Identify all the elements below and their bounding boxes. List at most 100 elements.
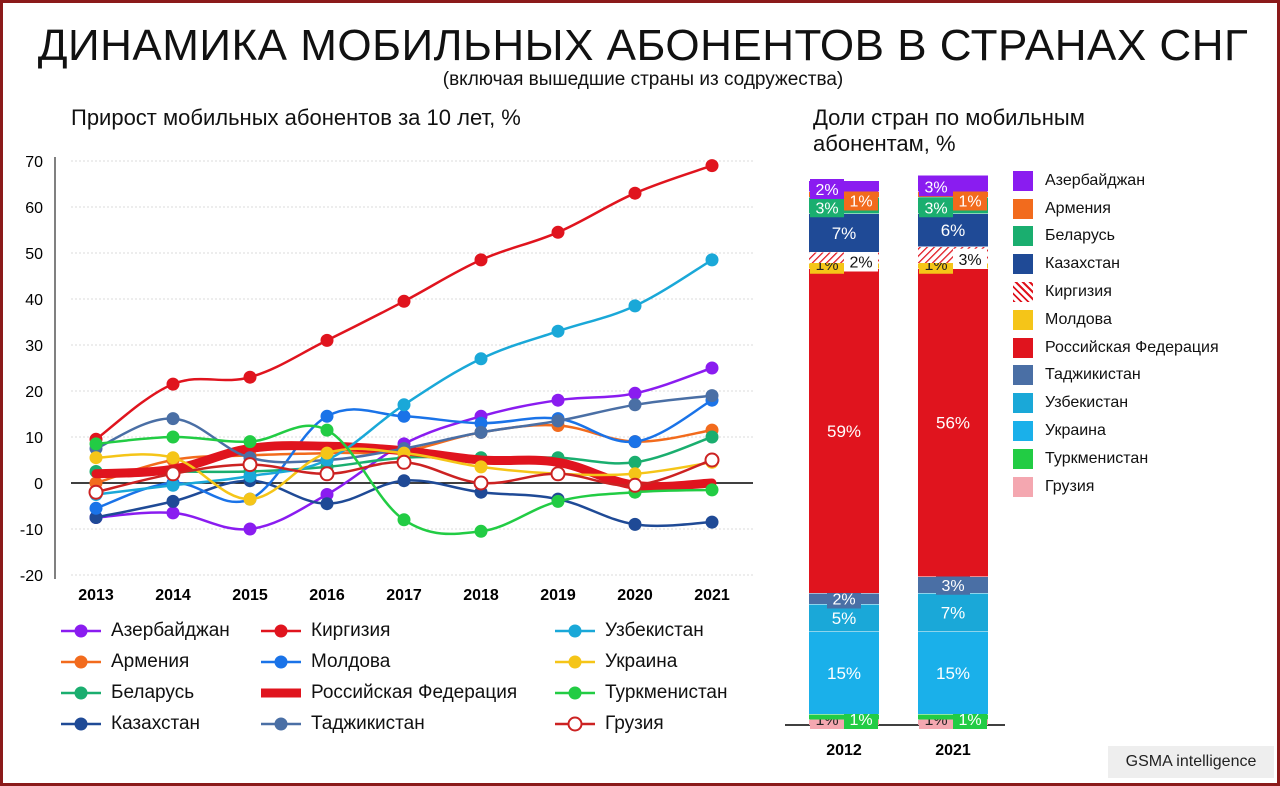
bar-segment: [809, 631, 879, 714]
data-point: [243, 435, 257, 449]
data-label-bg: [844, 190, 878, 211]
data-point: [474, 524, 488, 538]
legend-swatch: [1013, 226, 1033, 247]
legend-label: Туркменистан: [1045, 449, 1149, 467]
stacked-bar-2012: 1% 1%15%5%2%59%1% 2%7%3% 1%2%: [809, 179, 879, 729]
data-point: [396, 454, 412, 470]
legend-item: Киргизия: [261, 617, 390, 645]
legend-item: Молдова: [1013, 306, 1219, 334]
y-tick-label: 60: [25, 200, 43, 217]
data-point: [627, 477, 643, 493]
data-point: [243, 370, 257, 384]
data-point: [705, 483, 719, 497]
legend-item: Таджикистан: [1013, 362, 1219, 390]
x-tick-label: 2018: [463, 587, 499, 604]
data-point: [551, 494, 565, 508]
legend-label: Российская Федерация: [1045, 338, 1219, 356]
legend-swatch: [261, 717, 301, 731]
legend-label: Российская Федерация: [311, 682, 518, 703]
data-label: 2%: [849, 255, 872, 272]
data-label: 3%: [924, 179, 947, 196]
legend-swatch: [261, 688, 301, 698]
data-point: [89, 501, 103, 515]
legend-swatch: [61, 686, 101, 700]
legend-label: Беларусь: [111, 682, 195, 703]
legend-label: Армения: [1045, 199, 1111, 217]
data-point: [397, 398, 411, 412]
x-tick-label: 2015: [232, 587, 268, 604]
legend-label: Молдова: [311, 651, 391, 672]
y-tick-label: 70: [25, 154, 43, 171]
data-label: 15%: [936, 664, 970, 683]
legend-label: Азербайджан: [1045, 171, 1146, 189]
data-point: [474, 416, 488, 430]
data-point: [628, 386, 642, 400]
legend-item: Армения: [1013, 195, 1219, 223]
data-point: [474, 253, 488, 267]
page-title: ДИНАМИКА МОБИЛЬНЫХ АБОНЕНТОВ В СТРАНАХ С…: [37, 21, 1249, 70]
y-tick-label: 20: [25, 384, 43, 401]
legend-item: Украина: [555, 648, 677, 676]
data-label: 7%: [941, 603, 966, 622]
data-point: [705, 159, 719, 173]
data-point: [166, 494, 180, 508]
series-4: [89, 159, 719, 446]
legend-swatch: [1013, 476, 1033, 497]
legend-item: Казахстан: [1013, 250, 1219, 278]
stack-chart-legend: Азербайджан Армения Беларусь Казахстан Кирги…: [1013, 167, 1219, 501]
legend-swatch: [1013, 198, 1033, 219]
category-label: 2012: [826, 742, 862, 759]
data-label-bg: [827, 588, 861, 609]
data-label: 56%: [936, 414, 970, 433]
data-label: 59%: [827, 422, 861, 441]
data-point: [166, 430, 180, 444]
legend-item: Армения: [61, 648, 189, 676]
y-tick-label: 0: [34, 476, 43, 493]
legend-label: Украина: [1045, 422, 1106, 440]
legend-label: Армения: [111, 651, 190, 672]
data-label: 1%: [849, 712, 872, 729]
data-point: [243, 492, 257, 506]
data-label: 5%: [832, 609, 857, 628]
legend-item: Азербайджан: [61, 617, 230, 645]
data-label-bg: [844, 251, 878, 272]
legend-swatch: [1013, 393, 1033, 414]
data-point: [320, 333, 334, 347]
legend-swatch: [1013, 365, 1033, 386]
data-point: [474, 460, 488, 474]
data-point: [166, 377, 180, 391]
stack-chart-title: Доли стран по мобильным абонентам, %: [813, 105, 1085, 156]
data-point: [243, 522, 257, 536]
bar-segment: [809, 213, 879, 252]
series-11: [88, 452, 720, 500]
x-tick-label: 2021: [694, 587, 730, 604]
y-tick-label: 10: [25, 430, 43, 447]
data-point: [628, 467, 642, 481]
data-point: [166, 412, 180, 426]
data-point: [628, 517, 642, 531]
legend-swatch: [555, 624, 595, 638]
data-point: [320, 488, 334, 501]
data-label-bg: [953, 190, 987, 211]
legend-swatch: [1013, 282, 1033, 303]
data-point: [397, 409, 411, 423]
legend-swatch: [261, 655, 301, 669]
data-point: [89, 511, 103, 524]
data-label-bg: [810, 179, 844, 199]
data-point: [550, 466, 566, 482]
data-point: [397, 474, 411, 488]
bar-segment: [918, 631, 988, 714]
legend-swatch: [1013, 170, 1033, 191]
data-point: [551, 393, 565, 407]
legend-swatch: [555, 686, 595, 700]
data-label: 3%: [958, 252, 981, 269]
data-point: [89, 437, 103, 451]
data-label: 2%: [832, 592, 855, 609]
data-point: [320, 446, 334, 460]
legend-swatch: [261, 624, 301, 638]
legend-label: Узбекистан: [1045, 394, 1129, 412]
legend-label: Киргизия: [1045, 283, 1112, 301]
data-point: [628, 299, 642, 313]
x-tick-label: 2017: [386, 587, 422, 604]
legend-item: Таджикистан: [261, 710, 425, 738]
